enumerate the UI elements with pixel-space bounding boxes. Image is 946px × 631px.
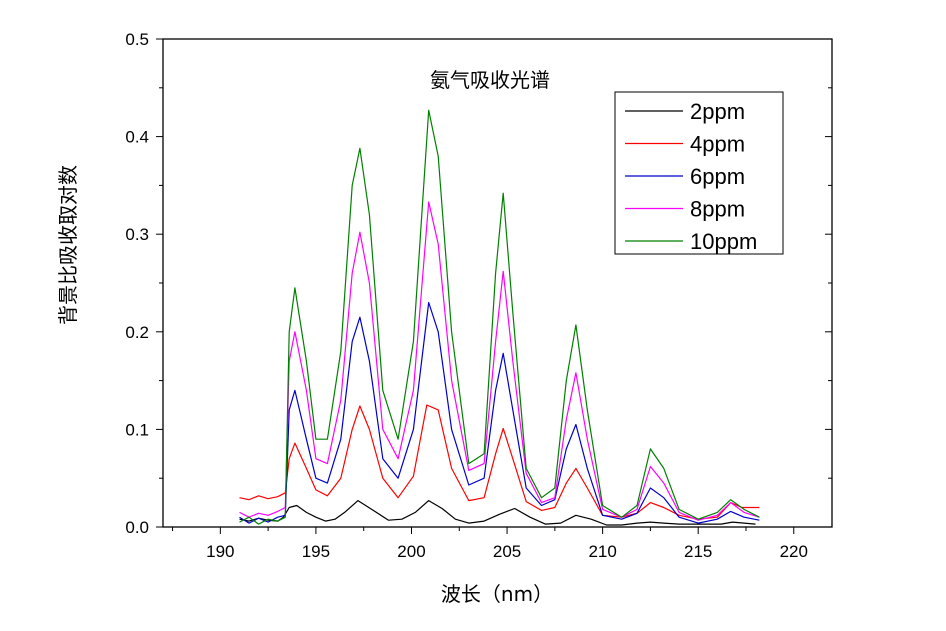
x-tick-label: 220 — [780, 542, 808, 561]
legend-items: 2ppm 4ppm 6ppm 8ppm 10ppm — [625, 99, 757, 254]
series-line-4ppm — [239, 404, 760, 520]
legend-label-10ppm: 10ppm — [690, 229, 757, 254]
legend: 2ppm 4ppm 6ppm 8ppm 10ppm — [614, 91, 784, 255]
series-layer — [239, 109, 760, 526]
x-tick-label: 195 — [302, 542, 330, 561]
x-tick-label: 215 — [684, 542, 712, 561]
legend-label-4ppm: 4ppm — [690, 132, 745, 157]
legend-label-6ppm: 6ppm — [690, 164, 745, 189]
y-axis-title: 背景比吸收取对数 — [56, 165, 80, 325]
series-line-2ppm — [239, 500, 756, 526]
y-tick-label: 0.1 — [125, 420, 149, 439]
legend-label-8ppm: 8ppm — [690, 197, 745, 222]
y-tick-label: 0.5 — [125, 30, 149, 49]
legend-label-2ppm: 2ppm — [690, 99, 745, 124]
y-tick-label: 0.3 — [125, 225, 149, 244]
y-tick-label: 0.4 — [125, 128, 149, 147]
x-axis: 190 195 200 205 210 215 220 — [172, 527, 808, 561]
chart-title: 氨气吸收光谱 — [430, 68, 550, 92]
y-tick-label: 0.0 — [125, 518, 149, 537]
series-line-10ppm — [239, 109, 760, 525]
y-tick-label: 0.2 — [125, 323, 149, 342]
x-tick-label: 200 — [397, 542, 425, 561]
series-line-6ppm — [239, 301, 760, 524]
x-axis-title: 波长（nm） — [441, 582, 553, 606]
legend-box — [614, 91, 784, 255]
y-axis: 0.0 0.1 0.2 0.3 0.4 0.5 — [125, 30, 832, 537]
x-tick-label: 205 — [493, 542, 521, 561]
series-line-8ppm — [239, 201, 760, 521]
x-tick-label: 210 — [588, 542, 616, 561]
x-tick-label: 190 — [206, 542, 234, 561]
